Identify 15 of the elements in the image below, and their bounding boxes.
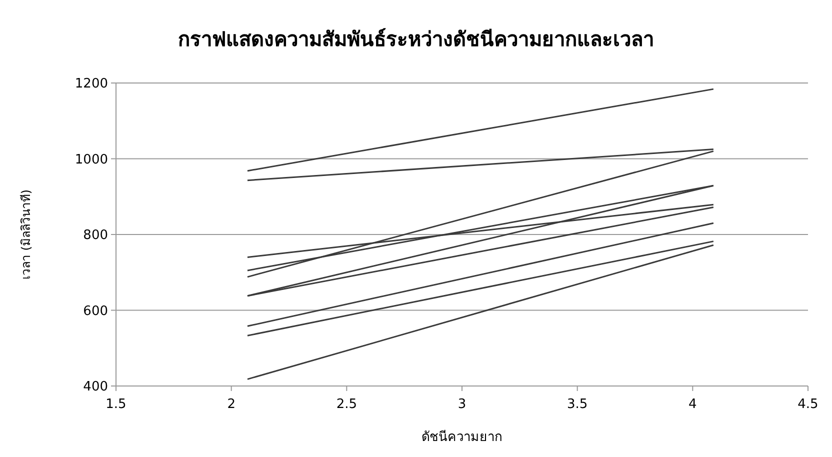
x-tick-label: 2.5 (336, 397, 358, 412)
y-tick-label: 1200 (74, 76, 108, 92)
x-tick-label: 2 (227, 397, 236, 412)
y-tick-label: 600 (83, 304, 108, 319)
y-tick-label: 800 (83, 228, 108, 244)
x-axis-title: ดัชนีความยาก (422, 429, 502, 445)
y-tick-label: 400 (83, 380, 108, 395)
x-tick-label: 1.5 (106, 397, 126, 412)
x-tick-label: 4.5 (798, 397, 818, 412)
x-tick-label: 3.5 (566, 397, 588, 412)
x-tick-label: 4 (688, 397, 697, 412)
x-tick-label: 3 (458, 397, 466, 412)
chart-title: กราฟแสดงความสัมพันธ์ระหว่างดัชนีความยากและเวลา (178, 27, 654, 51)
y-axis-title: เวลา (มิลลิวินาที) (19, 189, 33, 280)
y-tick-label: 1000 (74, 152, 108, 168)
